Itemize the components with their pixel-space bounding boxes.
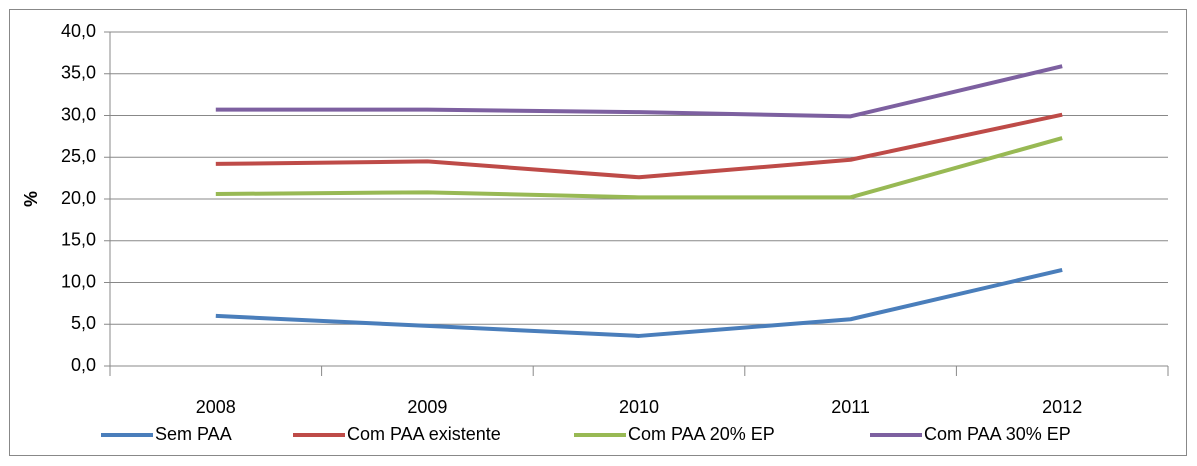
y-tick-label: 0,0	[71, 355, 96, 375]
chart-border	[9, 9, 1187, 456]
x-tick-label: 2011	[831, 397, 870, 417]
x-tick-label: 2012	[1042, 397, 1082, 417]
legend-label: Com PAA 30% EP	[924, 424, 1071, 444]
series-line	[215, 64, 1063, 119]
y-axis-label: %	[21, 191, 41, 207]
x-tick-label: 2009	[407, 397, 447, 417]
series-line	[215, 136, 1063, 200]
y-tick-label: 10,0	[61, 271, 96, 291]
series-line	[215, 268, 1063, 338]
y-tick-label: 30,0	[61, 104, 96, 124]
legend-label: Sem PAA	[155, 424, 232, 444]
legend-label: Com PAA 20% EP	[628, 424, 775, 444]
y-tick-label: 15,0	[61, 230, 96, 250]
legend-label: Com PAA existente	[347, 424, 501, 444]
y-tick-label: 20,0	[61, 188, 96, 208]
y-tick-label: 35,0	[61, 63, 96, 83]
y-tick-label: 40,0	[61, 21, 96, 41]
x-tick-label: 2010	[619, 397, 659, 417]
y-tick-label: 5,0	[71, 313, 96, 333]
y-tick-label: 25,0	[61, 146, 96, 166]
series-line	[215, 112, 1063, 180]
x-tick-label: 2008	[196, 397, 236, 417]
